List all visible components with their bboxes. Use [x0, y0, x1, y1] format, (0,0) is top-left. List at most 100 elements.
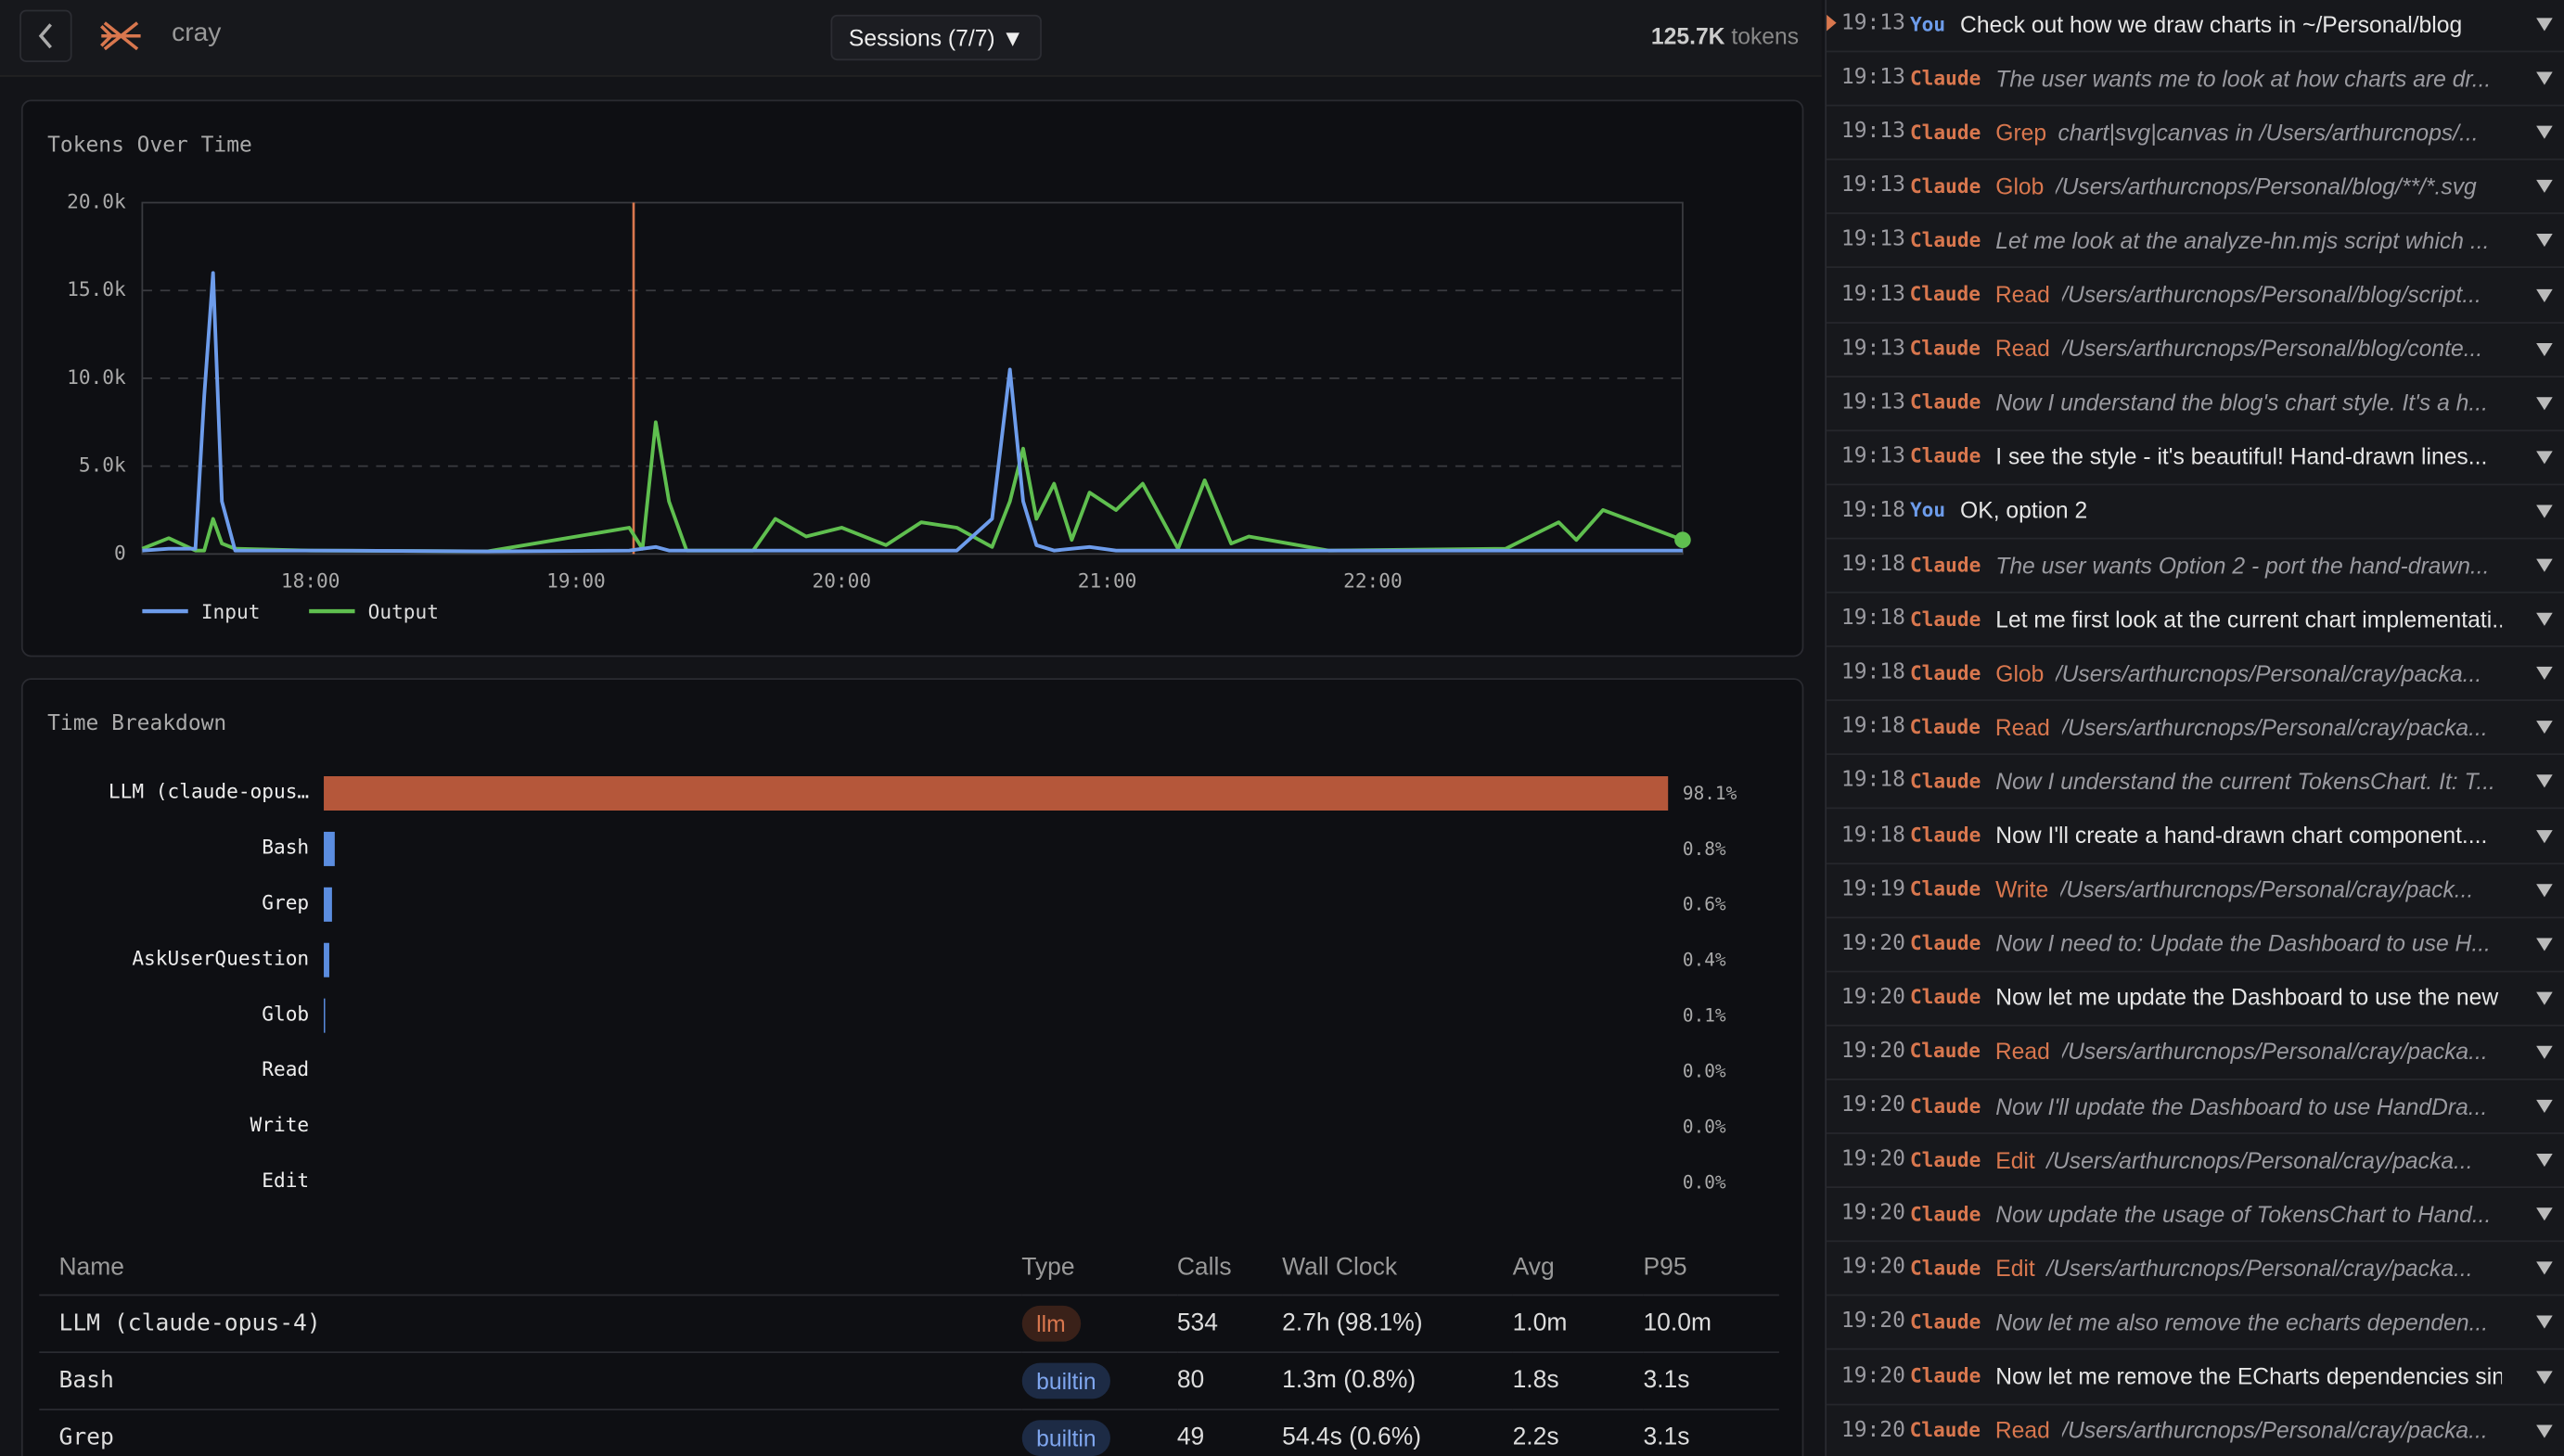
expand-icon — [2536, 396, 2553, 410]
message: /Users/arthurcnops/Personal/cray/packa..… — [2046, 1254, 2473, 1282]
transcript-row[interactable]: 19:13 Claude I see the style - it's beauti… — [1827, 429, 2564, 485]
transcript-row[interactable]: 19:20 Claude Now let me remove the ECharts… — [1827, 1349, 2564, 1405]
transcript-row[interactable]: 19:20 Claude Read/Users/arthurcnops/Person… — [1827, 1403, 2564, 1456]
message: /Users/arthurcnops/Personal/cray/packa..… — [2061, 1038, 2488, 1065]
message: /Users/arthurcnops/Personal/blog/**/*.sv… — [2055, 172, 2477, 199]
time: 19:19 — [1840, 876, 1905, 901]
column-header: Type — [1021, 1253, 1075, 1282]
speaker: Claude — [1909, 1093, 1981, 1118]
tool-name: Glob — [1995, 659, 2045, 686]
transcript-row[interactable]: 19:18 Claude Now I understand the current … — [1827, 754, 2564, 810]
value-label: 0.0% — [1683, 1171, 1726, 1193]
transcript-row[interactable]: 19:18 Claude Read/Users/arthurcnops/Person… — [1827, 700, 2564, 756]
transcript-row[interactable]: 19:18 Claude The user wants Option 2 - por… — [1827, 538, 2564, 594]
bar — [324, 775, 1669, 811]
speaker: Claude — [1909, 824, 1981, 847]
x-tick-label: 18:00 — [281, 568, 340, 592]
transcript-row[interactable]: 19:13 Claude The user wants me to look at … — [1827, 51, 2564, 107]
message: Now let me also remove the echarts depen… — [1995, 1309, 2489, 1335]
transcript-row[interactable]: 19:20 Claude Edit/Users/arthurcnops/Person… — [1827, 1241, 2564, 1296]
token-unit: tokens — [1731, 22, 1800, 49]
speaker: Claude — [1909, 228, 1981, 252]
chart-title: Tokens Over Time — [47, 133, 252, 157]
type-badge: llm — [1021, 1305, 1081, 1341]
expand-icon — [2536, 288, 2553, 302]
message: /Users/arthurcnops/Personal/cray/packa..… — [2046, 1146, 2473, 1173]
transcript-row[interactable]: 19:13 You Check out how we draw charts in … — [1827, 0, 2564, 53]
message: /Users/arthurcnops/Personal/cray/packa..… — [2055, 659, 2482, 686]
expand-arrow — [2536, 721, 2553, 734]
expand-arrow — [2536, 991, 2553, 1005]
bar — [324, 887, 332, 922]
transcript-row[interactable]: 19:20 Claude Now I'll update the Dashboard… — [1827, 1079, 2564, 1134]
time: 19:13 — [1840, 390, 1905, 415]
app-name: cray — [172, 19, 222, 48]
table-cell: 2.2s — [1513, 1409, 1644, 1456]
cell-text: 2.2s — [1512, 1423, 1559, 1451]
transcript-row[interactable]: 19:13 Claude Grep chart|svg|canvas in /User… — [1827, 105, 2564, 161]
message: Now I understand the current TokensChart… — [1995, 767, 2495, 795]
expand-icon — [2536, 1424, 2553, 1437]
speaker: You — [1909, 12, 1946, 35]
speaker: Claude — [1909, 769, 1981, 793]
expand-icon — [2536, 1207, 2553, 1221]
back-button[interactable] — [19, 9, 72, 62]
message: Now let me update the Dashboard to use t… — [1995, 984, 2503, 1011]
speaker: Claude — [1909, 337, 1981, 360]
expand-arrow — [2536, 396, 2553, 410]
transcript-row[interactable]: 19:13 Claude Let me look at the analyze-hn… — [1827, 213, 2564, 269]
cell-text: Bash — [58, 1366, 114, 1394]
time: 19:20 — [1840, 1201, 1905, 1226]
time: 19:20 — [1840, 1147, 1905, 1172]
expand-icon — [2536, 883, 2553, 897]
table-cell: 10.0m — [1643, 1295, 1778, 1352]
transcript-row[interactable]: 19:13 Claude Read/Users/arthurcnops/Person… — [1827, 267, 2564, 324]
time: 19:20 — [1840, 1039, 1905, 1064]
expand-arrow — [2536, 829, 2553, 843]
sessions-dropdown[interactable]: Sessions (7/7) ▼ — [830, 14, 1043, 61]
value-label: 0.6% — [1683, 894, 1726, 915]
expand-arrow — [2536, 883, 2553, 897]
expand-arrow — [2536, 1424, 2553, 1437]
transcript-row[interactable]: 19:18 You OK, option 2 — [1827, 483, 2564, 540]
column-header: Wall Clock — [1282, 1253, 1398, 1282]
transcript-row[interactable]: 19:20 Claude Read/Users/arthurcnops/Person… — [1827, 1025, 2564, 1080]
expand-icon — [2536, 450, 2553, 465]
time: 19:20 — [1840, 1309, 1905, 1335]
expand-icon — [2536, 612, 2553, 627]
transcript-row[interactable]: 19:20 Claude Edit/Users/arthurcnops/Person… — [1827, 1132, 2564, 1189]
transcript-row[interactable]: 19:20 Claude Now let me also remove the ec… — [1827, 1295, 2564, 1351]
time: 19:13 — [1840, 227, 1905, 253]
transcript-row[interactable]: 19:20 Claude Now I need to: Update the Das… — [1827, 916, 2564, 972]
table-row: Grep builtin 49 54.4s (0.6%) 2.2s 3.1s — [39, 1409, 1779, 1456]
speaker: Claude — [1909, 1364, 1981, 1388]
table-cell: 49 — [1177, 1409, 1282, 1456]
transcript-row[interactable]: 19:18 Claude Now I'll create a hand-drawn … — [1827, 808, 2564, 864]
speaker: Claude — [1909, 282, 1981, 306]
expand-arrow — [2536, 180, 2553, 194]
cell-text: 10.0m — [1643, 1309, 1711, 1337]
expand-arrow — [2536, 1207, 2553, 1221]
speaker: Claude — [1909, 444, 1981, 468]
speaker: Claude — [1909, 390, 1981, 415]
expand-arrow — [2536, 937, 2553, 951]
transcript-row[interactable]: 19:20 Claude Now let me update the Dashboa… — [1827, 970, 2564, 1027]
x-tick-label: 20:00 — [812, 568, 871, 592]
expand-icon — [2536, 721, 2553, 734]
cell-text: 2.7h (98.1%) — [1282, 1309, 1423, 1337]
x-tick-label: 21:00 — [1078, 568, 1137, 592]
type-badge: builtin — [1021, 1419, 1111, 1456]
value-label: 98.1% — [1683, 783, 1737, 804]
transcript-row[interactable]: 19:18 Claude Glob/Users/arthurcnops/Person… — [1827, 645, 2564, 702]
transcript-row[interactable]: 19:20 Claude Now update the usage of Token… — [1827, 1187, 2564, 1243]
expand-icon — [2536, 1370, 2553, 1384]
transcript-row[interactable]: 19:13 Claude Now I understand the blog's c… — [1827, 376, 2564, 431]
transcript-row[interactable]: 19:18 Claude Let me first look at the curr… — [1827, 592, 2564, 647]
message: /Users/arthurcnops/Personal/cray/packa..… — [2061, 713, 2488, 740]
message: Check out how we draw charts in ~/Person… — [1960, 10, 2468, 37]
plot-frame — [141, 201, 1684, 556]
transcript-row[interactable]: 19:13 Claude Read/Users/arthurcnops/Person… — [1827, 321, 2564, 377]
transcript-row[interactable]: 19:19 Claude Write/Users/arthurcnops/Perso… — [1827, 862, 2564, 918]
transcript-row[interactable]: 19:13 Claude Glob/Users/arthurcnops/Person… — [1827, 159, 2564, 215]
tool-name: Edit — [1995, 1146, 2035, 1173]
